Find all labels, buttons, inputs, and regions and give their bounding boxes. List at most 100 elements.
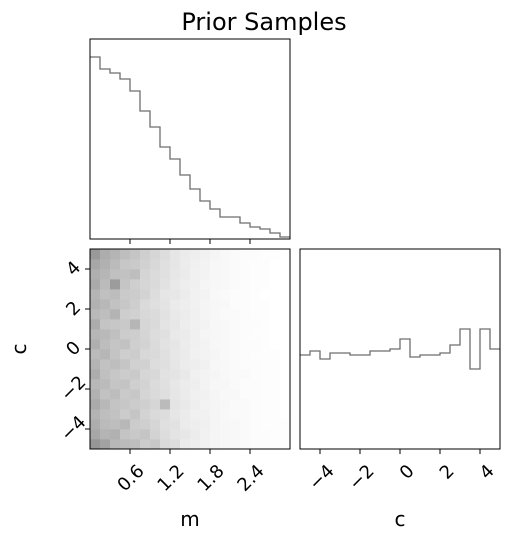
hist2d-cell bbox=[180, 429, 191, 440]
hist2d-cell bbox=[230, 249, 241, 260]
hist2d-cell bbox=[230, 259, 241, 270]
hist2d-cell bbox=[240, 299, 251, 310]
hist2d-cell bbox=[160, 279, 171, 290]
hist2d-cell bbox=[140, 349, 151, 360]
hist2d-cell bbox=[280, 359, 291, 370]
hist2d-cell bbox=[130, 379, 141, 390]
hist2d-cell bbox=[180, 419, 191, 430]
hist2d-cell bbox=[160, 349, 171, 360]
hist2d-cell bbox=[260, 319, 271, 330]
hist2d-cell bbox=[260, 339, 271, 350]
hist2d-cell bbox=[250, 419, 261, 430]
hist2d-cell bbox=[150, 299, 161, 310]
hist2d-cell bbox=[90, 289, 101, 300]
hist2d-cell bbox=[230, 299, 241, 310]
hist2d-cell bbox=[180, 319, 191, 330]
hist2d-cell bbox=[210, 319, 221, 330]
hist2d-cell bbox=[150, 329, 161, 340]
hist2d-cell bbox=[260, 399, 271, 410]
hist2d-cell bbox=[130, 369, 141, 380]
hist2d-cell bbox=[280, 389, 291, 400]
hist2d-cell bbox=[230, 409, 241, 420]
hist2d-cell bbox=[180, 279, 191, 290]
x-tick-label: 2.4 bbox=[233, 461, 268, 496]
hist2d-cell bbox=[250, 269, 261, 280]
hist2d-cell bbox=[280, 269, 291, 280]
hist2d-cell bbox=[240, 359, 251, 370]
hist2d-cell bbox=[90, 429, 101, 440]
hist2d-cell bbox=[180, 389, 191, 400]
hist2d-cell bbox=[220, 409, 231, 420]
hist2d-cell bbox=[100, 429, 111, 440]
hist2d-cell bbox=[170, 249, 181, 260]
hist2d-cell bbox=[130, 299, 141, 310]
hist2d-cell bbox=[150, 359, 161, 370]
hist2d-cell bbox=[160, 429, 171, 440]
hist2d-cell bbox=[230, 279, 241, 290]
hist2d-cell bbox=[90, 259, 101, 270]
hist2d-cell bbox=[230, 339, 241, 350]
hist2d-cell bbox=[230, 359, 241, 370]
hist2d-cell bbox=[240, 419, 251, 430]
hist2d-cell bbox=[140, 379, 151, 390]
hist2d-cell bbox=[230, 439, 241, 450]
hist2d-cell bbox=[220, 309, 231, 320]
hist2d-cell bbox=[170, 419, 181, 430]
hist2d-cell bbox=[150, 279, 161, 290]
hist2d-cell bbox=[190, 359, 201, 370]
hist2d-cell bbox=[100, 309, 111, 320]
hist2d-cell bbox=[120, 359, 131, 370]
hist2d-cell bbox=[170, 289, 181, 300]
hist2d-cell bbox=[240, 389, 251, 400]
hist2d-cell bbox=[280, 409, 291, 420]
hist2d-cell bbox=[270, 399, 281, 410]
hist2d-cell bbox=[200, 389, 211, 400]
hist2d-cell bbox=[280, 369, 291, 380]
hist2d-cell bbox=[120, 349, 131, 360]
m-marginal-panel bbox=[89, 38, 291, 244]
hist2d-cell bbox=[200, 339, 211, 350]
hist2d-cell bbox=[180, 349, 191, 360]
hist2d-cell bbox=[100, 349, 111, 360]
hist2d-cell bbox=[100, 389, 111, 400]
hist2d-cell bbox=[260, 409, 271, 420]
hist2d-cell bbox=[200, 319, 211, 330]
joint-x-ticks: 0.6 1.2 1.8 2.4 bbox=[113, 449, 269, 496]
hist2d-cell bbox=[220, 329, 231, 340]
hist2d-cell bbox=[230, 329, 241, 340]
hist2d-cell bbox=[150, 269, 161, 280]
hist2d-cell bbox=[230, 309, 241, 320]
hist2d-cell bbox=[90, 249, 101, 260]
hist2d-cell bbox=[250, 309, 261, 320]
hist2d-cell bbox=[220, 299, 231, 310]
hist2d-cell bbox=[270, 279, 281, 290]
hist2d-cell bbox=[130, 439, 141, 450]
hist2d-cell bbox=[170, 429, 181, 440]
hist2d-cell bbox=[270, 389, 281, 400]
hist2d-cell bbox=[180, 309, 191, 320]
hist2d-cell bbox=[140, 359, 151, 370]
hist2d-cell bbox=[190, 329, 201, 340]
hist2d-cell bbox=[120, 319, 131, 330]
hist2d-cell bbox=[200, 359, 211, 370]
hist2d-cell bbox=[260, 269, 271, 280]
hist2d-cell bbox=[120, 259, 131, 270]
hist2d-cell bbox=[120, 379, 131, 390]
hist2d-cell bbox=[180, 369, 191, 380]
hist2d-cell bbox=[100, 249, 111, 260]
hist2d-cell bbox=[160, 389, 171, 400]
hist2d-cell bbox=[90, 379, 101, 390]
hist2d-cell bbox=[210, 309, 221, 320]
hist2d-cell bbox=[110, 279, 121, 290]
hist2d-cell bbox=[260, 359, 271, 370]
hist2d-cell bbox=[100, 359, 111, 370]
hist2d-cell bbox=[280, 309, 291, 320]
x-tick-label: 0 bbox=[396, 461, 419, 484]
hist2d-cell bbox=[270, 289, 281, 300]
y-tick-label: 4 bbox=[62, 257, 85, 280]
hist2d-cell bbox=[270, 379, 281, 390]
y-tick-label: 2 bbox=[62, 297, 85, 320]
hist2d-cell bbox=[220, 269, 231, 280]
hist2d-cell bbox=[250, 389, 261, 400]
hist2d-cell bbox=[100, 279, 111, 290]
